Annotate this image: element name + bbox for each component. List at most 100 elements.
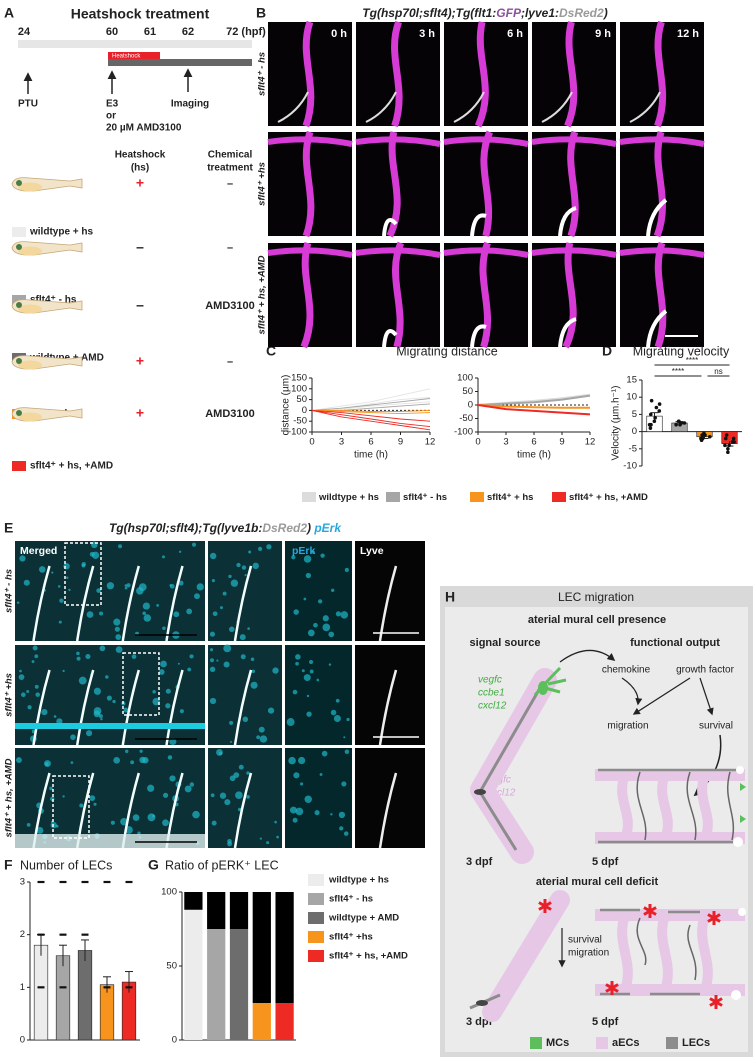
signal-dot bbox=[313, 622, 318, 628]
signal-dot bbox=[318, 599, 323, 604]
lec bbox=[233, 565, 253, 642]
signal-dot bbox=[288, 756, 296, 765]
data-line bbox=[311, 409, 431, 428]
signal-dot bbox=[189, 782, 195, 787]
row-label: sflt4⁺ - hs bbox=[30, 295, 77, 306]
column-label: pErk bbox=[292, 545, 316, 557]
signal-dot bbox=[210, 658, 214, 663]
legend-label: sflt4⁺ - hs bbox=[329, 894, 373, 905]
data-point bbox=[676, 419, 681, 424]
signal-dot bbox=[300, 782, 304, 786]
signal-dot bbox=[211, 579, 215, 583]
x-tick-label: 0 bbox=[475, 437, 480, 448]
fish-icon bbox=[11, 407, 83, 422]
lec bbox=[646, 198, 668, 237]
data-line bbox=[477, 394, 591, 406]
micrograph bbox=[15, 645, 205, 746]
signal-dot bbox=[212, 611, 218, 617]
signal-dot bbox=[115, 634, 122, 640]
hs-mark: – bbox=[136, 297, 144, 313]
signal-dot bbox=[256, 735, 261, 740]
timeline-label: 24 bbox=[18, 26, 31, 38]
title-part: DsRed2 bbox=[559, 6, 604, 20]
signal-dot bbox=[306, 711, 312, 717]
y-tick-label: -50 bbox=[293, 416, 307, 427]
bar bbox=[77, 950, 93, 1041]
signal-dot bbox=[123, 707, 129, 713]
signal-dot bbox=[93, 802, 97, 806]
lec bbox=[165, 565, 184, 642]
y-tick-label: 0 bbox=[632, 426, 637, 437]
signal-dot bbox=[114, 626, 120, 632]
signal-dot bbox=[330, 709, 337, 716]
chart-title: Ratio of pERK⁺ LEC bbox=[165, 858, 279, 872]
fish-yolk bbox=[18, 182, 42, 192]
stage: 3 dpf bbox=[466, 856, 493, 868]
panel-letter: B bbox=[256, 5, 266, 21]
data-point bbox=[723, 443, 727, 448]
panel-h: LEC migration aterial mural cell presenc… bbox=[440, 586, 753, 1057]
micrograph bbox=[208, 748, 282, 849]
title-part: pErk bbox=[311, 521, 342, 535]
lec bbox=[558, 206, 577, 237]
timeline-label: 60 bbox=[106, 26, 118, 38]
signal-dot bbox=[16, 757, 22, 763]
row-label: sflt4⁺ +hs bbox=[257, 162, 268, 206]
signal-dot bbox=[236, 562, 241, 568]
legend-label: sflt4⁺ + hs bbox=[487, 492, 533, 503]
panel-letter: E bbox=[4, 520, 13, 536]
panel-a: Heatshock PTU E3 or 20 µM AMD3100 Imagin… bbox=[18, 40, 253, 174]
column-heading: functional output bbox=[630, 637, 720, 649]
signal-dot bbox=[18, 674, 25, 680]
signal-dot bbox=[79, 803, 84, 808]
bar-segment bbox=[275, 892, 294, 1003]
signal-dot bbox=[132, 814, 140, 821]
signal-dot bbox=[303, 555, 312, 563]
signal-dot bbox=[178, 550, 182, 553]
signal-dot bbox=[286, 718, 295, 726]
signal-dot bbox=[130, 760, 135, 765]
signal-dot bbox=[319, 773, 323, 776]
signal-dot bbox=[343, 736, 346, 739]
data-point bbox=[731, 436, 736, 441]
chemical-mark: – bbox=[227, 178, 233, 190]
signal-dot bbox=[229, 740, 233, 743]
lec bbox=[453, 91, 485, 123]
title-part: GFP bbox=[496, 6, 522, 20]
column-label: Merged bbox=[20, 545, 57, 557]
signal-dot bbox=[311, 550, 315, 554]
data-point bbox=[707, 434, 712, 439]
signal-dot bbox=[173, 611, 180, 618]
x-tick-label: 0 bbox=[309, 437, 314, 448]
signal-dot bbox=[23, 579, 30, 586]
signal-dot bbox=[53, 715, 57, 718]
vessel bbox=[562, 242, 577, 349]
legend-swatch bbox=[596, 1037, 608, 1049]
signal-dot bbox=[209, 648, 214, 652]
vessel bbox=[391, 20, 403, 128]
signal-dot bbox=[76, 656, 81, 661]
signal-dot bbox=[309, 669, 314, 674]
micrograph bbox=[285, 645, 352, 745]
lec bbox=[378, 772, 398, 849]
lec-bundle bbox=[15, 834, 205, 848]
signal-dot bbox=[49, 786, 53, 791]
signal-dot bbox=[162, 626, 166, 631]
signal-dot bbox=[139, 749, 143, 753]
arrow-label: 20 µM AMD3100 bbox=[106, 123, 182, 134]
asterisk-stroke bbox=[538, 901, 552, 911]
signal-dot bbox=[110, 820, 115, 825]
signal-dot bbox=[19, 669, 22, 673]
signal-dot bbox=[68, 588, 71, 592]
signal-dot bbox=[322, 623, 331, 632]
signal-dot bbox=[276, 835, 279, 839]
chemical-mark: AMD3100 bbox=[205, 408, 255, 420]
legend-swatch bbox=[308, 874, 324, 886]
arrow bbox=[699, 677, 714, 716]
data-point bbox=[648, 426, 653, 430]
hs-mark: + bbox=[136, 175, 144, 191]
vessel bbox=[480, 130, 494, 237]
signal-dot bbox=[335, 698, 340, 703]
title-part: Tg(hsp70l;sflt4);Tg(lyve1b: bbox=[109, 521, 262, 535]
signal-dot bbox=[113, 618, 121, 626]
